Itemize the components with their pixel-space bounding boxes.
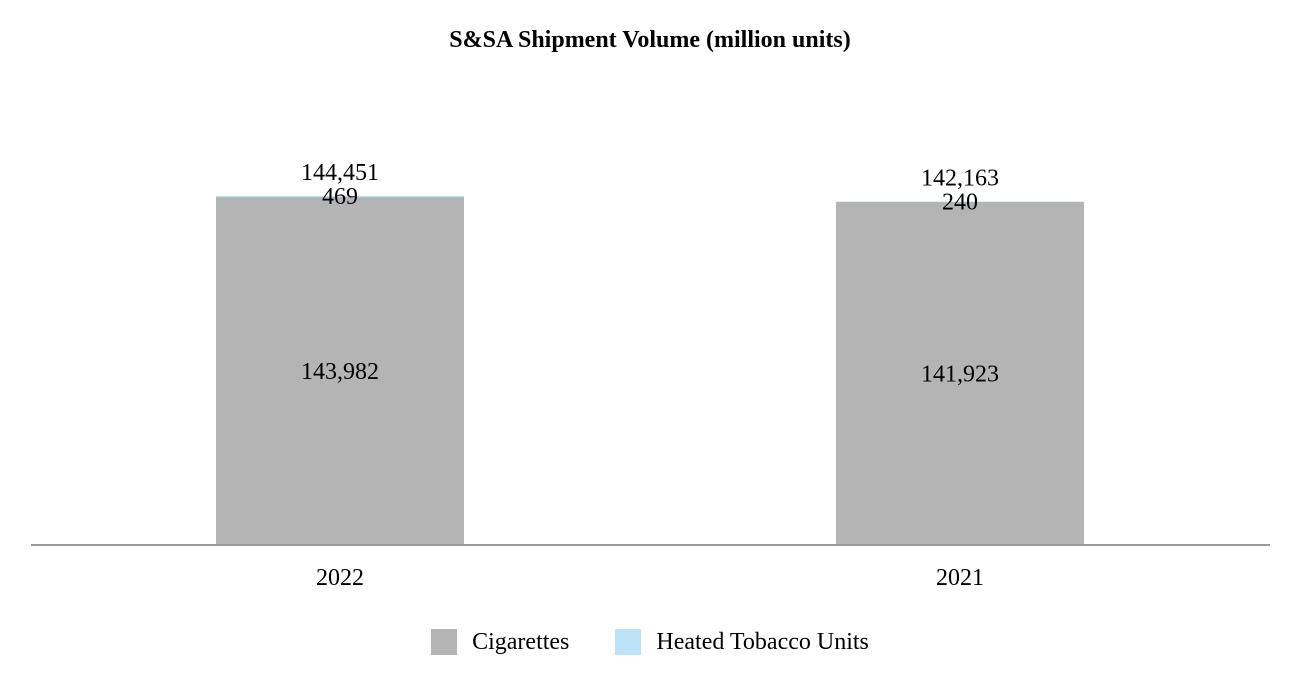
legend-label-heated-tobacco-units: Heated Tobacco Units xyxy=(656,629,869,655)
data-label-cigarettes-2022: 143,982 xyxy=(301,359,379,385)
legend-swatch-heated-tobacco-units xyxy=(615,629,642,655)
chart-legend: Cigarettes Heated Tobacco Units xyxy=(0,628,1300,656)
legend-item-heated-tobacco-units: Heated Tobacco Units xyxy=(615,628,869,656)
data-label-heated-tobacco-units-2022: 469 xyxy=(322,184,358,210)
legend-label-cigarettes: Cigarettes xyxy=(472,629,570,655)
bar-cigarettes-2021 xyxy=(836,202,1084,545)
bars-layer xyxy=(216,195,1084,545)
data-label-cigarettes-2021: 141,923 xyxy=(921,362,999,388)
legend-swatch-cigarettes xyxy=(431,629,458,655)
bar-heated-tobacco-units-2021 xyxy=(836,201,1084,203)
data-label-total-2021: 142,163 xyxy=(921,165,999,191)
x-tick-label-2022: 2022 xyxy=(316,565,364,591)
bar-cigarettes-2022 xyxy=(216,197,464,545)
data-label-heated-tobacco-units-2021: 240 xyxy=(942,189,978,215)
data-label-total-2022: 144,451 xyxy=(301,160,379,186)
legend-item-cigarettes: Cigarettes xyxy=(431,628,569,656)
chart-title: S&SA Shipment Volume (million units) xyxy=(449,27,851,53)
x-tick-label-2021: 2021 xyxy=(936,565,984,591)
bar-heated-tobacco-units-2022 xyxy=(216,195,464,198)
